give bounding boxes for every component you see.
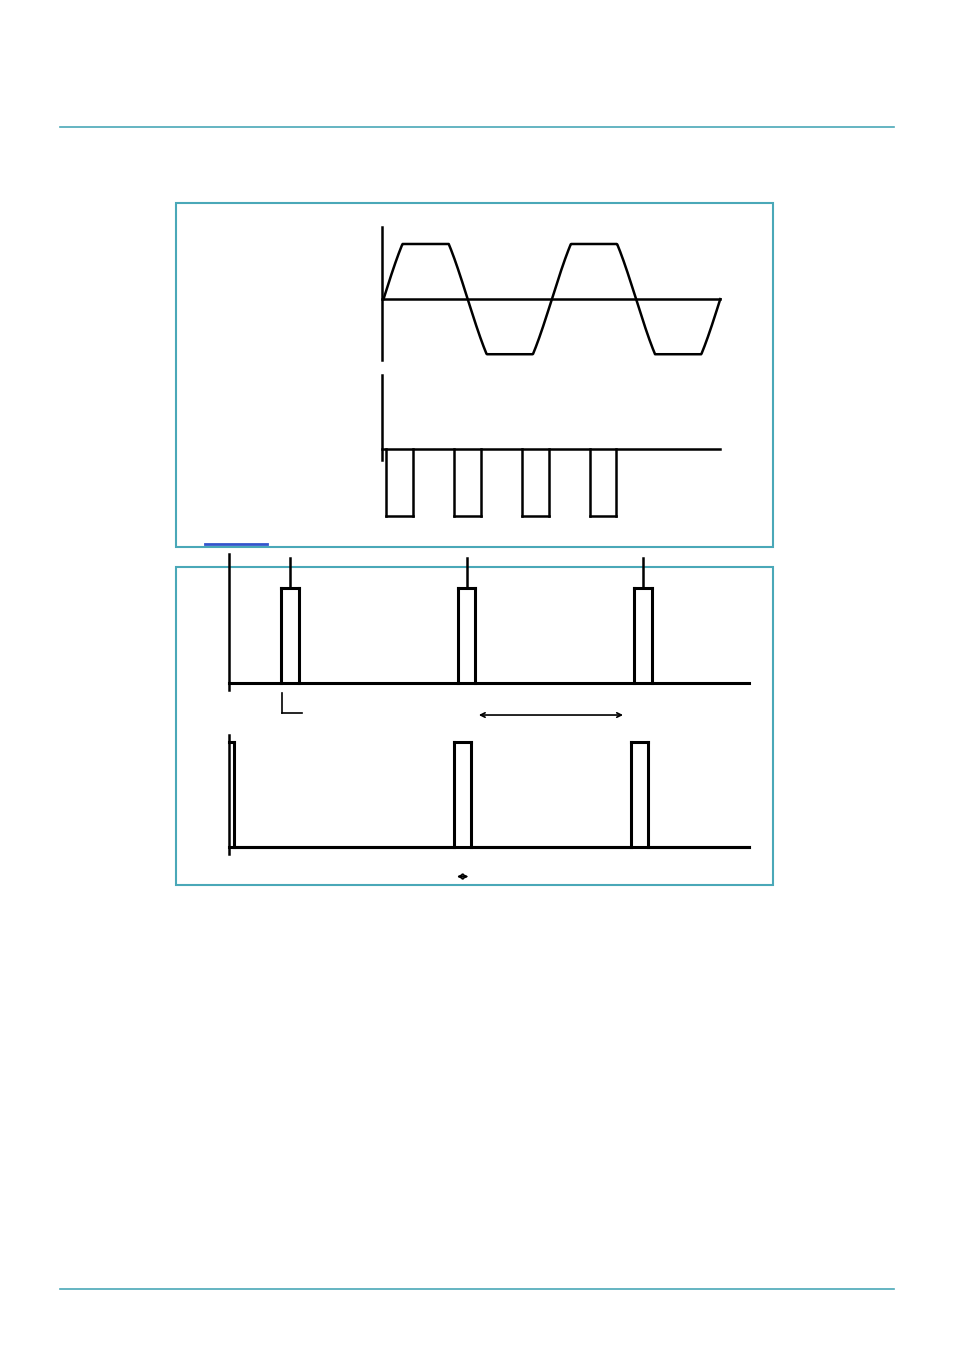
Bar [176, 567, 772, 885]
Bar [176, 203, 772, 547]
